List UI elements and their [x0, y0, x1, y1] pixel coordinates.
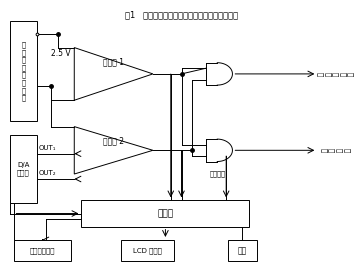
FancyBboxPatch shape — [228, 240, 257, 261]
Text: OUT₂: OUT₂ — [38, 170, 56, 176]
Text: 2.5 V: 2.5 V — [51, 49, 71, 58]
Text: 高
压
电
流
互
感
电
路: 高 压 电 流 互 感 电 路 — [21, 41, 25, 101]
FancyBboxPatch shape — [10, 134, 37, 203]
Text: 比较器 1: 比较器 1 — [103, 57, 124, 66]
Text: 开锁信号: 开锁信号 — [209, 171, 225, 177]
Text: 图1   合成试验同步控制数字化硬件电路原理框图: 图1 合成试验同步控制数字化硬件电路原理框图 — [125, 11, 238, 20]
Text: 比较器 2: 比较器 2 — [103, 137, 124, 146]
Text: 单片机: 单片机 — [157, 209, 174, 218]
FancyBboxPatch shape — [13, 240, 71, 261]
FancyBboxPatch shape — [81, 200, 249, 227]
Text: 延
弧
回
路: 延 弧 回 路 — [321, 148, 350, 153]
Text: 按键: 按键 — [238, 246, 247, 255]
Text: 电流过零检测: 电流过零检测 — [29, 247, 55, 254]
Text: LCD 显示器: LCD 显示器 — [133, 247, 162, 254]
FancyBboxPatch shape — [121, 240, 174, 261]
FancyBboxPatch shape — [10, 21, 37, 121]
Text: D/A
转换器: D/A 转换器 — [17, 162, 30, 176]
Text: 电
压
源
回
路: 电 压 源 回 路 — [317, 72, 354, 76]
Text: OUT₁: OUT₁ — [38, 145, 56, 151]
